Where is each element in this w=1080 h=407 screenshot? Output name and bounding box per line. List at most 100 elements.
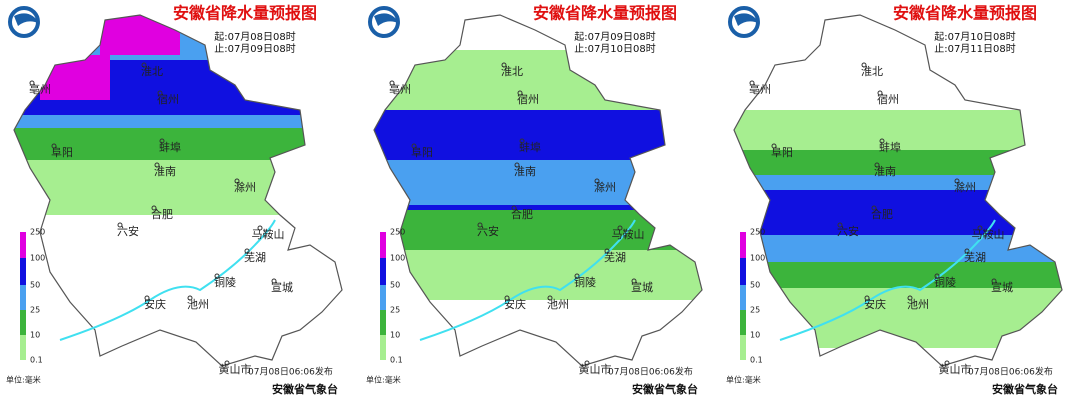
city-dot — [944, 360, 950, 366]
city-label: 安庆 — [864, 297, 886, 311]
city-dot — [604, 248, 610, 254]
city-label: 淮南 — [514, 165, 536, 178]
legend-tick: 50 — [750, 281, 760, 290]
city-label: 铜陵 — [934, 275, 956, 289]
city-label: 黄山市 — [939, 362, 972, 376]
city-label: 阜阳 — [51, 146, 73, 159]
city-dot — [617, 225, 623, 231]
legend-tick: 25 — [750, 306, 760, 315]
legend-tick: 100 — [30, 254, 45, 263]
city-dot — [51, 143, 57, 149]
city-dot — [864, 295, 870, 301]
river — [419, 219, 636, 341]
city-dot — [511, 205, 517, 211]
legend-tick: 10 — [390, 331, 400, 340]
city-label: 宣城 — [631, 280, 653, 294]
city-dot — [29, 80, 35, 86]
legend-swatch — [380, 335, 386, 360]
issue-time: 07月08日06:06发布 — [968, 366, 1053, 378]
city-dot — [159, 138, 165, 144]
legend-unit: 单位:毫米 — [366, 375, 401, 385]
city-label: 马鞍山 — [612, 227, 645, 241]
city-dot — [214, 273, 220, 279]
precip-band — [374, 250, 702, 300]
start-time: 起:07月08日08时 — [214, 31, 296, 43]
map-title: 安徽省降水量预报图 — [893, 4, 1037, 23]
city-dot — [547, 295, 553, 301]
city-dot — [954, 178, 960, 184]
city-label: 芜湖 — [244, 250, 266, 264]
city-label: 安庆 — [504, 297, 526, 311]
city-dot — [977, 225, 983, 231]
city-dot — [837, 222, 843, 228]
legend-swatch — [380, 232, 386, 258]
precip-band — [100, 15, 180, 55]
city-label: 滁州 — [234, 180, 256, 194]
city-label: 六安 — [477, 224, 499, 238]
city-label: 合肥 — [511, 207, 533, 221]
city-dot — [271, 278, 277, 284]
end-time: 止:07月09日08时 — [214, 43, 296, 55]
legend-tick: 100 — [750, 254, 765, 263]
city-dot — [234, 178, 240, 184]
legend-swatch — [380, 285, 386, 310]
legend-unit: 单位:毫米 — [726, 375, 761, 385]
precip-band — [374, 160, 702, 205]
legend-tick: 0.1 — [30, 356, 43, 365]
legend-unit: 单位:毫米 — [6, 375, 41, 385]
precip-band — [734, 288, 1062, 348]
city-label: 铜陵 — [214, 275, 236, 289]
city-dot — [157, 90, 163, 96]
city-dot — [517, 90, 523, 96]
river — [59, 219, 276, 341]
agency: 安徽省气象台 — [992, 382, 1058, 396]
legend-swatch — [20, 310, 26, 335]
city-label: 淮北 — [861, 65, 883, 78]
city-label: 亳州 — [749, 82, 771, 96]
city-label: 宿州 — [877, 92, 899, 106]
city-label: 合肥 — [871, 207, 893, 221]
map-title: 安徽省降水量预报图 — [173, 4, 317, 23]
city-dot — [224, 360, 230, 366]
precip-band — [374, 210, 702, 255]
city-label: 阜阳 — [771, 146, 793, 159]
city-label: 亳州 — [389, 82, 411, 96]
end-time: 止:07月11日08时 — [934, 43, 1016, 55]
legend-swatch — [740, 310, 746, 335]
city-label: 池州 — [547, 298, 569, 311]
city-dot — [574, 273, 580, 279]
city-label: 六安 — [117, 224, 139, 238]
city-label: 蚌埠 — [879, 140, 901, 154]
city-dot — [631, 278, 637, 284]
end-time: 止:07月10日08时 — [574, 43, 656, 55]
city-dot — [411, 143, 417, 149]
province-outline — [733, 14, 1063, 367]
province-outline — [13, 14, 343, 367]
city-dot — [117, 222, 123, 228]
city-dot — [874, 162, 880, 168]
city-label: 亳州 — [29, 82, 51, 96]
legend-swatch — [740, 335, 746, 360]
city-dot — [389, 80, 395, 86]
legend-swatch — [740, 258, 746, 285]
city-label: 池州 — [187, 298, 209, 311]
city-dot — [964, 248, 970, 254]
legend-tick: 0.1 — [390, 356, 403, 365]
river — [779, 219, 996, 341]
city-label: 蚌埠 — [519, 140, 541, 154]
legend-tick: 50 — [30, 281, 40, 290]
legend-tick: 10 — [30, 331, 40, 340]
precip-band — [734, 190, 1062, 240]
issue-time: 07月08日06:06发布 — [608, 366, 693, 378]
city-label: 芜湖 — [964, 250, 986, 264]
legend-swatch — [20, 285, 26, 310]
city-dot — [244, 248, 250, 254]
city-label: 马鞍山 — [252, 227, 285, 241]
city-label: 蚌埠 — [159, 140, 181, 154]
legend-tick: 10 — [750, 331, 760, 340]
legend-swatch — [740, 232, 746, 258]
legend-swatch — [380, 310, 386, 335]
city-label: 黄山市 — [219, 362, 252, 376]
